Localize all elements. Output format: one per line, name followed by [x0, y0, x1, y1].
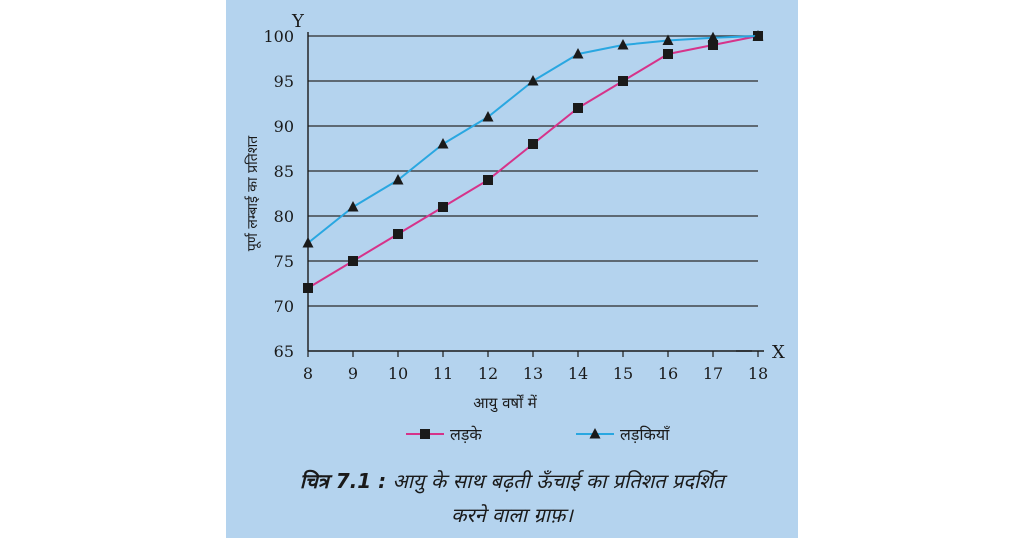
figure-panel: 65 70 75 80 85 90 95 100 Y X 8 9 10 11 12 13 14 15 16 17 18 आ…: [226, 0, 798, 538]
caption-label: चित्र 7.1 :: [299, 469, 387, 493]
series-1-point: [663, 49, 673, 59]
y-axis-letter: Y: [291, 11, 305, 32]
caption-line-2: करने वाला ग्राफ़।: [451, 503, 573, 527]
series-1-point: [438, 202, 448, 212]
y-axis-title: पूर्ण लम्बाई का प्रतिशत: [244, 135, 261, 251]
series-2-point: [572, 48, 584, 59]
x-tick-label: 9: [348, 364, 358, 383]
x-tick-label: 16: [658, 364, 678, 383]
series-2-point: [437, 138, 449, 149]
x-tick-label: 10: [388, 364, 408, 383]
y-tick-label: 80: [274, 207, 294, 226]
figure-caption: चित्र 7.1 : आयु के साथ बढ़ती ऊँचाई का प्…: [226, 464, 798, 532]
legend-label-2: लड़कियाँ: [620, 425, 670, 444]
series-2-point: [347, 201, 359, 212]
x-tick-label: 14: [568, 364, 588, 383]
x-tick-label: 13: [523, 364, 543, 383]
series-1-point: [393, 229, 403, 239]
series-2-point: [752, 30, 764, 41]
y-tick-label: 100: [263, 27, 294, 46]
y-tick-label: 65: [274, 342, 294, 361]
caption-line-1: आयु के साथ बढ़ती ऊँचाई का प्रतिशत प्रदर्…: [392, 469, 725, 493]
legend-marker-2: [589, 428, 601, 439]
series-2-point: [527, 75, 539, 86]
x-axis-title: आयु वर्षों में: [473, 394, 537, 413]
series-2-point: [302, 237, 314, 248]
series-1-point: [528, 139, 538, 149]
y-tick-label: 90: [274, 117, 294, 136]
x-tick-label: 11: [433, 364, 453, 383]
y-tick-label: 70: [274, 297, 294, 316]
y-tick-label: 95: [274, 72, 294, 91]
series-1-point: [618, 76, 628, 86]
x-tick-label: 8: [303, 364, 313, 383]
x-tick-label: 15: [613, 364, 633, 383]
x-tick-label: 12: [478, 364, 498, 383]
series-1-point: [348, 256, 358, 266]
legend-marker-1: [420, 429, 430, 439]
x-tick-label: 17: [703, 364, 723, 383]
series-2-point: [662, 34, 674, 45]
series-2-point: [707, 31, 719, 43]
y-tick-label: 85: [274, 162, 294, 181]
series-1-point: [573, 103, 583, 113]
series-2-point: [617, 39, 629, 50]
y-tick-label: 75: [274, 252, 294, 271]
x-axis-letter: X: [772, 342, 785, 363]
series-2-point: [392, 174, 404, 185]
series-line-1: [307, 35, 759, 289]
series-2-point: [482, 111, 494, 122]
x-tick-label: 18: [748, 364, 768, 383]
series-1-point: [708, 40, 718, 50]
legend-label-1: लड़के: [450, 425, 482, 444]
series-1-point: [303, 283, 313, 293]
series-1-point: [483, 175, 493, 185]
